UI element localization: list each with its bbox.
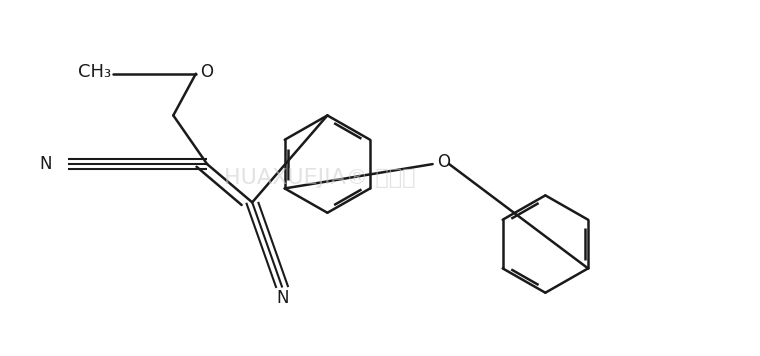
Text: CH₃: CH₃ xyxy=(78,63,111,81)
Text: HUAXUEJIA® 化学加: HUAXUEJIA® 化学加 xyxy=(224,168,416,188)
Text: O: O xyxy=(200,63,213,81)
Text: N: N xyxy=(276,289,289,307)
Text: O: O xyxy=(437,153,450,171)
Text: N: N xyxy=(40,155,52,173)
